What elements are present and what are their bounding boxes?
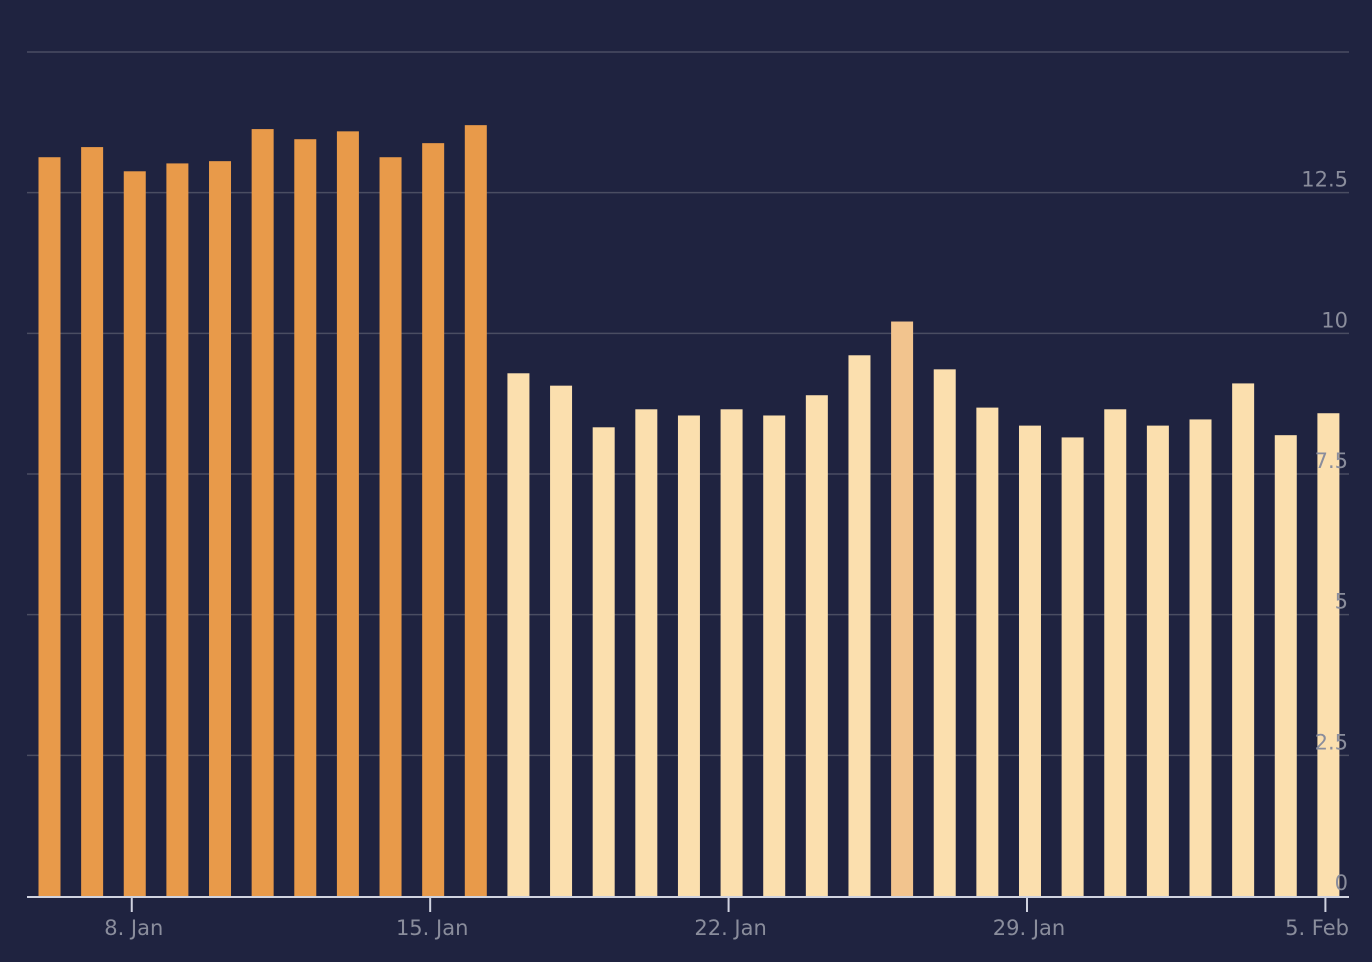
bar bbox=[763, 415, 786, 896]
x-tick-label: 8. Jan bbox=[104, 916, 163, 940]
bar bbox=[38, 157, 61, 896]
bar bbox=[1317, 413, 1340, 896]
bar bbox=[848, 355, 871, 896]
y-tick-label: 5 bbox=[1335, 590, 1348, 614]
bar bbox=[976, 407, 999, 896]
y-tick-label: 0 bbox=[1335, 871, 1348, 895]
bar bbox=[81, 147, 104, 896]
bar bbox=[1146, 425, 1169, 896]
x-tick-label: 22. Jan bbox=[694, 916, 766, 940]
bar bbox=[1018, 425, 1041, 896]
bar bbox=[123, 171, 146, 896]
bar bbox=[507, 373, 530, 896]
x-tick-label: 29. Jan bbox=[993, 916, 1065, 940]
x-tick-label: 5. Feb bbox=[1285, 916, 1349, 940]
y-tick-label: 7.5 bbox=[1315, 449, 1348, 473]
bar bbox=[336, 131, 359, 896]
y-tick-label: 10 bbox=[1321, 308, 1348, 332]
bar bbox=[891, 321, 914, 896]
bar bbox=[422, 143, 445, 897]
bar bbox=[379, 157, 402, 896]
y-tick-label: 2.5 bbox=[1315, 730, 1348, 754]
bar bbox=[550, 385, 573, 896]
bar bbox=[635, 409, 658, 896]
bar bbox=[933, 369, 956, 896]
bar bbox=[1232, 383, 1255, 897]
y-tick-label: 12.5 bbox=[1301, 168, 1348, 192]
bar bbox=[805, 395, 828, 896]
bar bbox=[209, 161, 232, 896]
bar bbox=[720, 409, 743, 896]
bar bbox=[1104, 409, 1127, 896]
bar bbox=[592, 427, 615, 896]
x-tick-label: 15. Jan bbox=[396, 916, 468, 940]
bar bbox=[464, 125, 487, 896]
bar bbox=[1061, 437, 1084, 896]
bar bbox=[1189, 419, 1212, 896]
bar bbox=[251, 129, 274, 896]
bar bbox=[166, 163, 189, 896]
bar bbox=[1274, 435, 1297, 896]
bar bbox=[677, 415, 700, 896]
bar bbox=[294, 139, 317, 897]
